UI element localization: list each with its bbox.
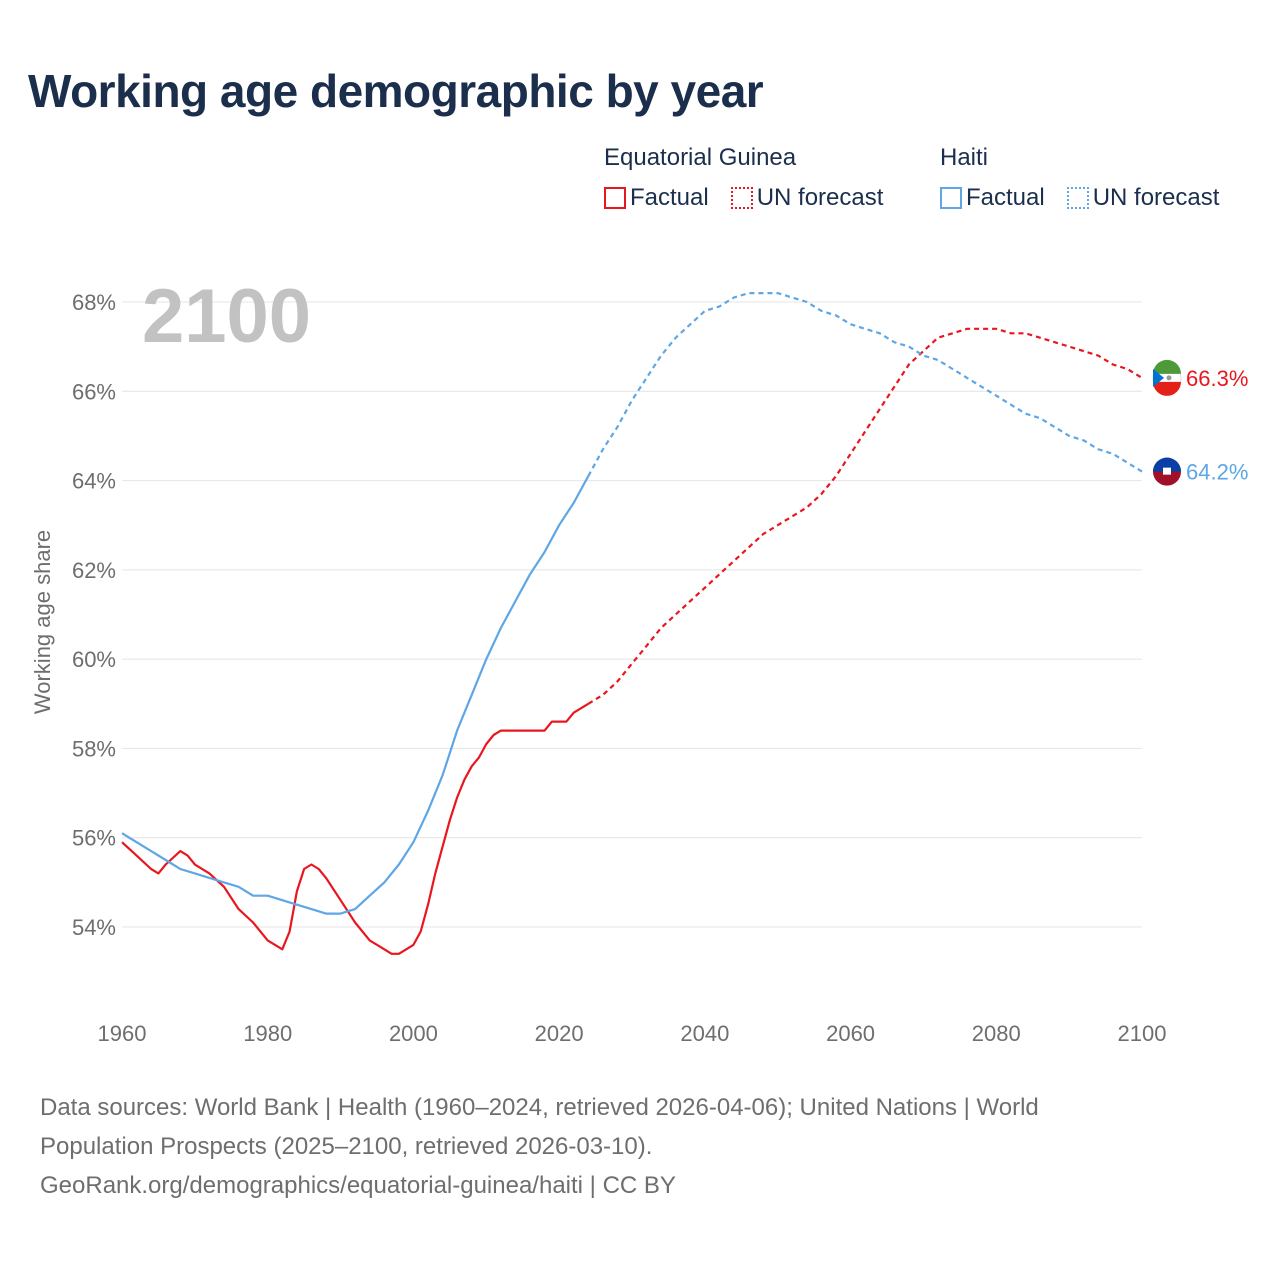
- x-tick-label: 2060: [826, 1021, 875, 1046]
- legend-label: Factual: [630, 184, 709, 211]
- x-tick-label: 1980: [243, 1021, 292, 1046]
- y-tick-label: 66%: [72, 379, 116, 404]
- legend-item-forecast[interactable]: UN forecast: [1066, 184, 1220, 212]
- legend-swatch-forecast-icon: [730, 187, 753, 209]
- end-value-label: 66.3%: [1186, 366, 1248, 391]
- x-tick-label: 2100: [1118, 1021, 1167, 1046]
- sources-line-1: Data sources: World Bank | Health (1960–…: [40, 1094, 1039, 1121]
- series-line-factual: [121, 702, 589, 955]
- y-tick-label: 56%: [72, 826, 116, 851]
- y-tick-label: 64%: [72, 469, 116, 494]
- flag-top: [1153, 457, 1181, 472]
- x-tick-label: 2000: [389, 1021, 438, 1046]
- legend-group-haiti: Haiti Factual UN forecast: [940, 144, 1233, 212]
- legend-group-title: Equatorial Guinea: [604, 144, 797, 171]
- legend-item-factual[interactable]: Factual: [604, 184, 709, 212]
- y-tick-label: 54%: [72, 915, 116, 940]
- legend-swatch-forecast-icon: [1066, 187, 1089, 209]
- sources-line-3[interactable]: GeoRank.org/demographics/equatorial-guin…: [40, 1172, 676, 1199]
- y-tick-label: 68%: [72, 290, 116, 315]
- legend-item-forecast[interactable]: UN forecast: [730, 184, 884, 212]
- end-markers: 66.3% 64.2%: [1152, 359, 1248, 486]
- x-tick-label: 2080: [972, 1021, 1021, 1046]
- y-tick-label: 60%: [72, 647, 116, 672]
- legend-label: UN forecast: [1092, 184, 1220, 211]
- legend-group-title: Haiti: [940, 144, 989, 171]
- series-line-forecast: [587, 327, 1143, 705]
- series-lines: [121, 292, 1143, 955]
- data-sources: Data sources: World Bank | Health (1960–…: [40, 1088, 1200, 1205]
- line-chart: 54% 56% 58% 60% 62% 64% 66% 68% 1960 1980 2000 202…: [30, 274, 1248, 1046]
- y-tick-label: 62%: [72, 558, 116, 583]
- x-tick-label: 1960: [98, 1021, 147, 1046]
- x-tick-label: 2020: [535, 1021, 584, 1046]
- legend-label: UN forecast: [756, 184, 884, 211]
- legend-group-equatorial-guinea: Equatorial Guinea Factual UN forecast: [604, 144, 897, 212]
- y-axis-ticks: 54% 56% 58% 60% 62% 64% 66% 68%: [72, 290, 116, 940]
- flag-emblem: [1166, 375, 1172, 381]
- series-line-factual: [121, 475, 590, 915]
- flag-marker-icon: [1153, 457, 1181, 486]
- end-value-label: 64.2%: [1186, 460, 1248, 485]
- flag-bottom: [1153, 381, 1181, 396]
- legend-item-factual[interactable]: Factual: [940, 184, 1045, 212]
- legend-swatch-factual-icon: [940, 187, 962, 209]
- sources-line-2: Population Prospects (2025–2100, retriev…: [40, 1133, 653, 1160]
- grid-lines: [122, 301, 1142, 928]
- legend-swatch-factual-icon: [604, 187, 626, 209]
- legend-label: Factual: [966, 184, 1045, 211]
- flag-emblem: [1163, 467, 1171, 475]
- flag-triangle: [1153, 368, 1164, 387]
- y-tick-label: 58%: [72, 736, 116, 761]
- x-axis-ticks: 1960 1980 2000 2020 2040 2060 2080 2100: [98, 1021, 1167, 1046]
- flag-marker-icon: [1152, 359, 1182, 396]
- series-line-forecast: [587, 292, 1143, 477]
- flag-top: [1153, 359, 1181, 374]
- y-axis-title: Working age share: [30, 530, 55, 714]
- year-label: 2100: [142, 274, 311, 359]
- x-tick-label: 2040: [680, 1021, 729, 1046]
- chart-title: Working age demographic by year: [28, 65, 764, 117]
